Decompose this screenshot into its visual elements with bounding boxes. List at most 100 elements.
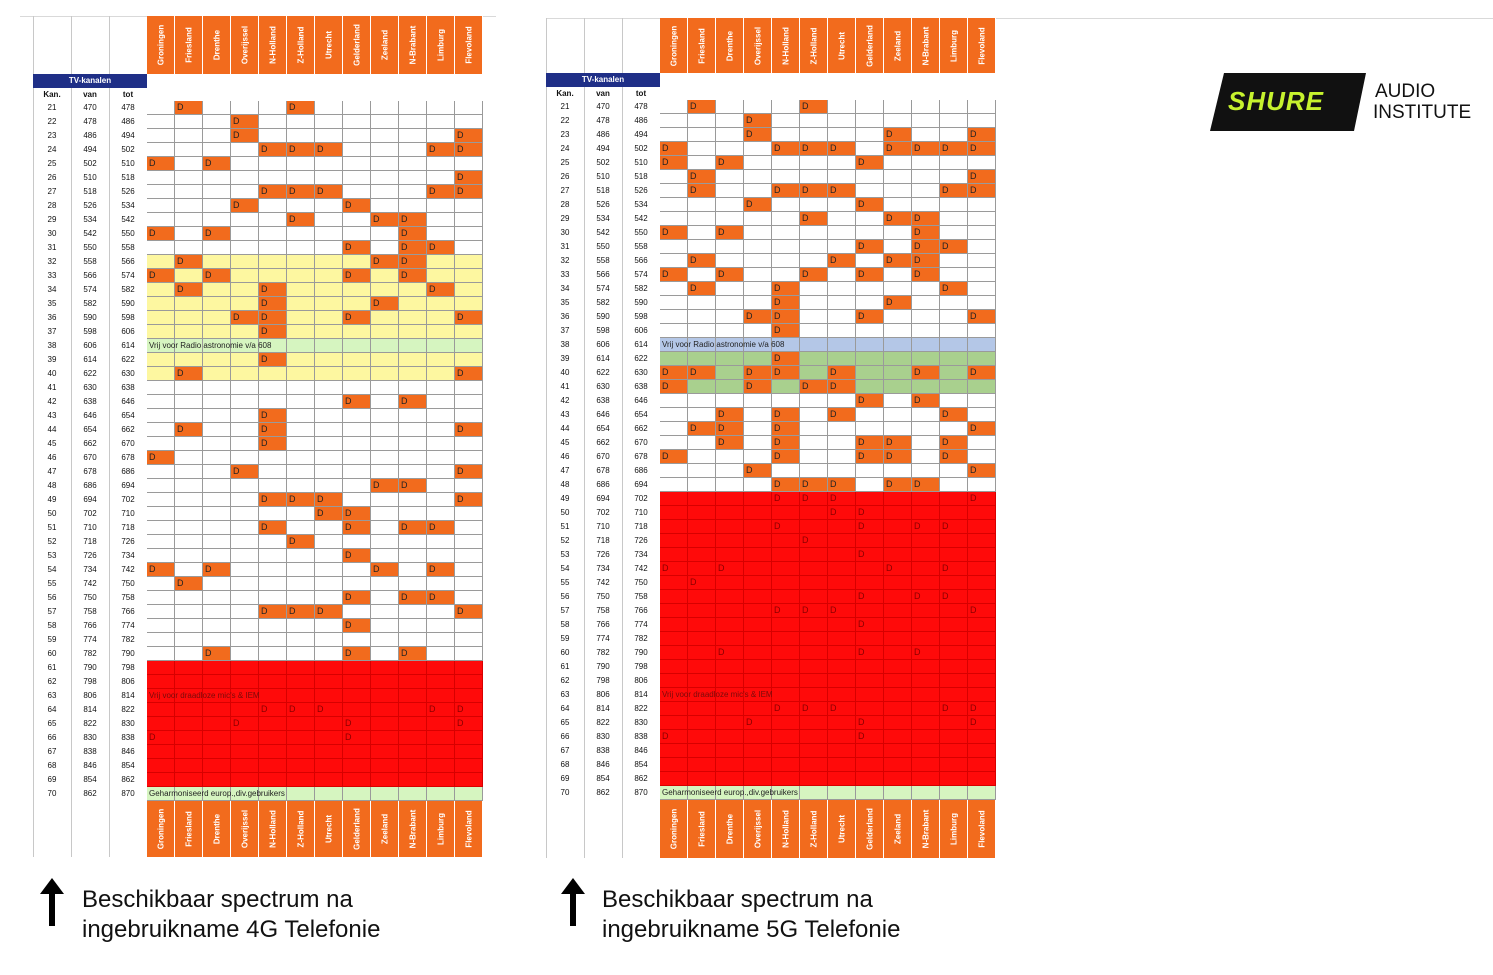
grid-cell <box>800 296 828 310</box>
top-province-header: Overijssel <box>744 18 772 73</box>
column-header: van <box>596 89 610 98</box>
grid-cell <box>315 255 343 269</box>
grid-cell <box>231 395 259 409</box>
grid-cell <box>427 577 455 591</box>
bottom-province-header: N-Holland <box>259 801 287 857</box>
grid-cell <box>940 366 968 380</box>
grid-cell: D <box>455 423 483 437</box>
province-label: Flevoland <box>464 26 473 64</box>
freq-from: 574 <box>83 285 97 294</box>
freq-to: 510 <box>121 159 135 168</box>
d-marker: D <box>373 564 380 574</box>
grid-cell <box>203 717 231 731</box>
grid-cell <box>203 129 231 143</box>
d-marker: D <box>401 228 408 238</box>
grid-cell <box>856 352 884 366</box>
grid-cell <box>315 227 343 241</box>
grid-cell: D <box>716 156 744 170</box>
grid-cell <box>315 451 343 465</box>
channel-number: 62 <box>560 676 570 685</box>
grid-cell <box>772 268 800 282</box>
grid-cell <box>800 324 828 338</box>
grid-cell <box>287 647 315 661</box>
grid-cell <box>399 717 427 731</box>
grid-cell <box>455 633 483 647</box>
grid-cell <box>343 451 371 465</box>
grid-cell <box>856 408 884 422</box>
grid-cell: D <box>259 283 287 297</box>
grid-cell <box>800 226 828 240</box>
grid-cell <box>884 268 912 282</box>
grid-cell: D <box>455 367 483 381</box>
d-marker: D <box>289 186 296 196</box>
freq-from: 654 <box>83 425 97 434</box>
channel-number: 69 <box>47 775 57 784</box>
freq-to: 814 <box>634 690 648 699</box>
grid-cell <box>800 128 828 142</box>
grid-cell <box>203 507 231 521</box>
grid-cell <box>399 675 427 689</box>
channel-number: 29 <box>47 215 57 224</box>
grid-cell <box>371 465 399 479</box>
d-marker: D <box>261 354 268 364</box>
grid-cell <box>716 660 744 674</box>
freq-to: 774 <box>121 621 135 630</box>
d-marker: D <box>373 480 380 490</box>
grid-cell <box>744 184 772 198</box>
grid-cell <box>884 324 912 338</box>
d-marker: D <box>858 241 865 251</box>
freq-from: 806 <box>596 690 610 699</box>
freq-to: 622 <box>121 355 135 364</box>
grid-cell <box>716 254 744 268</box>
grid-cell <box>343 297 371 311</box>
grid-cell <box>660 338 688 352</box>
channel-number: 68 <box>47 761 57 770</box>
grid-cell <box>175 661 203 675</box>
band-note: Geharmoniseerd europ.,div.gebruikers <box>149 789 285 798</box>
grid-cell: D <box>884 450 912 464</box>
grid-cell <box>744 212 772 226</box>
freq-from: 662 <box>83 439 97 448</box>
grid-cell: D <box>660 268 688 282</box>
channel-number: 37 <box>47 327 57 336</box>
grid-cell <box>660 408 688 422</box>
grid-cell <box>716 730 744 744</box>
grid-cell <box>231 493 259 507</box>
grid-cell <box>884 338 912 352</box>
channel-number: 40 <box>560 368 570 377</box>
grid-cell <box>175 185 203 199</box>
grid-cell <box>884 590 912 604</box>
freq-to: 726 <box>634 536 648 545</box>
grid-cell <box>800 562 828 576</box>
grid-cell <box>660 184 688 198</box>
channel-number: 33 <box>560 270 570 279</box>
freq-from: 678 <box>596 466 610 475</box>
grid-cell <box>231 549 259 563</box>
grid-cell <box>259 227 287 241</box>
freq-from: 774 <box>596 634 610 643</box>
d-marker: D <box>746 717 753 727</box>
grid-cell <box>744 296 772 310</box>
grid-cell: D <box>427 591 455 605</box>
channel-number: 68 <box>560 760 570 769</box>
grid-cell: D <box>427 185 455 199</box>
freq-from: 614 <box>83 355 97 364</box>
grid-cell <box>147 479 175 493</box>
grid-cell <box>884 380 912 394</box>
grid-cell: D <box>716 408 744 422</box>
grid-cell <box>427 465 455 479</box>
grid-cell <box>884 240 912 254</box>
freq-to: 486 <box>634 116 648 125</box>
grid-cell <box>688 352 716 366</box>
grid-cell <box>315 395 343 409</box>
d-marker: D <box>886 297 893 307</box>
freq-from: 470 <box>596 102 610 111</box>
d-marker: D <box>746 129 753 139</box>
grid-cell: D <box>455 171 483 185</box>
d-marker: D <box>457 466 464 476</box>
grid-cell <box>315 479 343 493</box>
grid-cell <box>744 226 772 240</box>
channel-number: 48 <box>560 480 570 489</box>
d-marker: D <box>401 242 408 252</box>
grid-cell <box>744 450 772 464</box>
